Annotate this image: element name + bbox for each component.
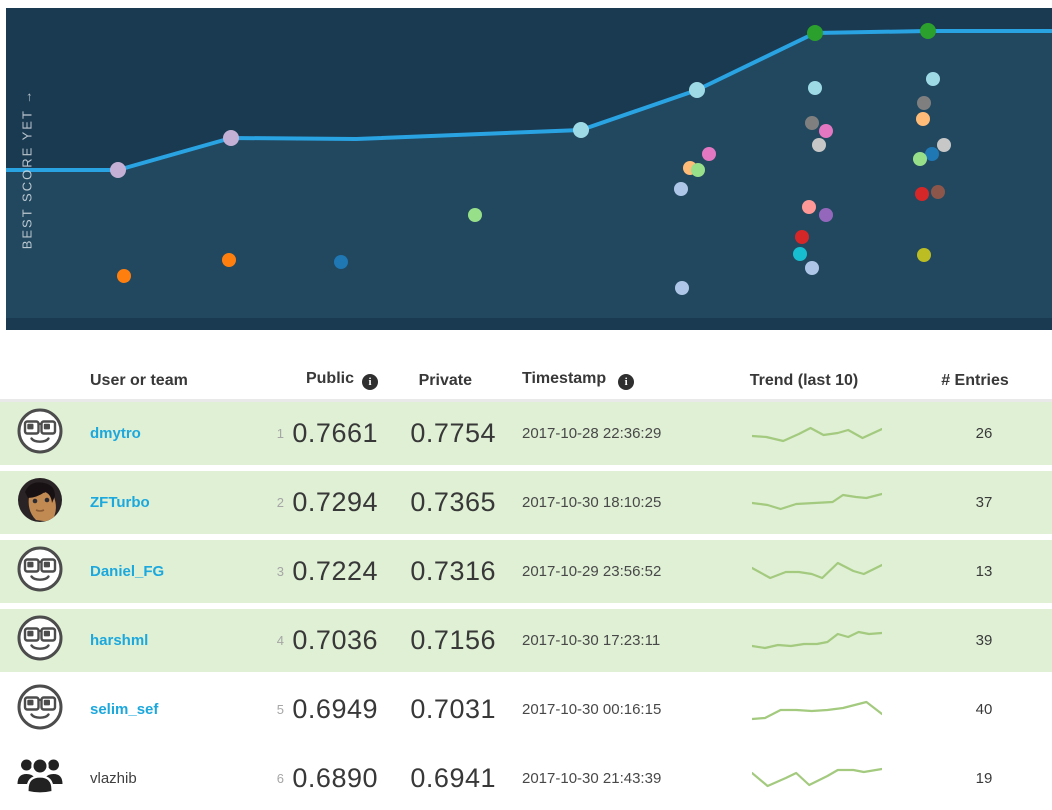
rank-number: 1 (276, 426, 284, 441)
public-score: 0.6949 (292, 694, 378, 724)
table-row: Daniel_FG 3 0.7224 0.7316 2017-10-29 23:… (0, 540, 1052, 603)
rank-number: 5 (276, 702, 284, 717)
user-photo-avatar (18, 478, 62, 522)
header-entries: # Entries (941, 372, 1009, 389)
public-score: 0.7224 (292, 556, 378, 586)
trend-sparkline (706, 764, 902, 794)
avatar[interactable] (0, 752, 80, 805)
avatar[interactable] (0, 476, 80, 529)
user-name-link[interactable]: harshml (90, 632, 149, 649)
trend-sparkline (706, 557, 902, 587)
private-score: 0.7031 (410, 694, 496, 724)
table-body: dmytro 1 0.7661 0.7754 2017-10-28 22:36:… (0, 402, 1052, 810)
public-score: 0.7036 (292, 625, 378, 655)
header-public: Public i (290, 370, 378, 390)
public-score: 0.6890 (292, 763, 378, 793)
private-score: 0.7156 (410, 625, 496, 655)
entries-count: 26 (975, 425, 993, 442)
rank-number: 4 (276, 633, 284, 648)
header-trend: Trend (last 10) (749, 372, 859, 389)
header-timestamp: Timestamp i (498, 370, 706, 390)
private-score: 0.7365 (410, 487, 496, 517)
header-timestamp-label: Timestamp (522, 370, 607, 387)
user-name-link[interactable]: Daniel_FG (90, 563, 165, 580)
table-header-row: User or team Public i Private Timestamp i … (0, 350, 1052, 399)
timestamp: 2017-10-30 21:43:39 (522, 770, 662, 787)
trend-sparkline (706, 626, 902, 656)
user-name-link[interactable]: selim_sef (90, 701, 159, 718)
default-smiley-avatar-icon (17, 408, 63, 454)
timestamp: 2017-10-30 00:16:15 (522, 701, 662, 718)
avatar[interactable] (0, 614, 80, 667)
avatar[interactable] (0, 545, 80, 598)
header-public-label: Public (305, 370, 354, 387)
user-name-link[interactable]: ZFTurbo (90, 494, 150, 511)
trend-sparkline (706, 488, 902, 518)
table-row: selim_sef 5 0.6949 0.7031 2017-10-30 00:… (0, 678, 1052, 741)
header-user-or-team: User or team (90, 372, 188, 389)
public-info-icon[interactable]: i (362, 374, 378, 390)
header-private: Private (418, 372, 472, 389)
table-row: harshml 4 0.7036 0.7156 2017-10-30 17:23… (0, 609, 1052, 672)
chart-y-axis-label: BEST SCORE YET → (19, 88, 35, 250)
leaderboard-table: User or team Public i Private Timestamp i … (0, 350, 1052, 810)
avatar[interactable] (0, 407, 80, 460)
trend-sparkline (706, 419, 902, 449)
entries-count: 19 (975, 770, 993, 787)
chart-canvas (6, 8, 1052, 330)
default-smiley-avatar-icon (17, 684, 63, 730)
timestamp-info-icon[interactable]: i (618, 374, 635, 390)
private-score: 0.7754 (410, 418, 496, 448)
avatar[interactable] (0, 683, 80, 736)
default-smiley-avatar-icon (17, 546, 63, 592)
rank-number: 3 (276, 564, 284, 579)
rank-number: 6 (276, 771, 284, 786)
timestamp: 2017-10-30 17:23:11 (522, 632, 661, 649)
public-score: 0.7661 (292, 418, 378, 448)
private-score: 0.7316 (410, 556, 496, 586)
entries-count: 39 (975, 632, 993, 649)
table-row: dmytro 1 0.7661 0.7754 2017-10-28 22:36:… (0, 402, 1052, 465)
default-smiley-avatar-icon (17, 615, 63, 661)
user-name-link[interactable]: dmytro (90, 425, 141, 442)
rank-number: 2 (276, 495, 284, 510)
table-row: vlazhib 6 0.6890 0.6941 2017-10-30 21:43… (0, 747, 1052, 810)
private-score: 0.6941 (410, 763, 496, 793)
entries-count: 40 (975, 701, 993, 718)
public-score: 0.7294 (292, 487, 378, 517)
timestamp: 2017-10-28 22:36:29 (522, 425, 662, 442)
timestamp: 2017-10-29 23:56:52 (522, 563, 662, 580)
team-avatar-icon (17, 757, 63, 795)
table-row: ZFTurbo 2 0.7294 0.7365 2017-10-30 18:10… (0, 471, 1052, 534)
timestamp: 2017-10-30 18:10:25 (522, 494, 662, 511)
leaderboard-progress-chart: BEST SCORE YET → (6, 8, 1052, 330)
entries-count: 37 (975, 494, 993, 511)
header-divider (0, 399, 1052, 402)
trend-sparkline (706, 695, 902, 725)
entries-count: 13 (975, 563, 993, 580)
user-name-link: vlazhib (90, 770, 137, 787)
